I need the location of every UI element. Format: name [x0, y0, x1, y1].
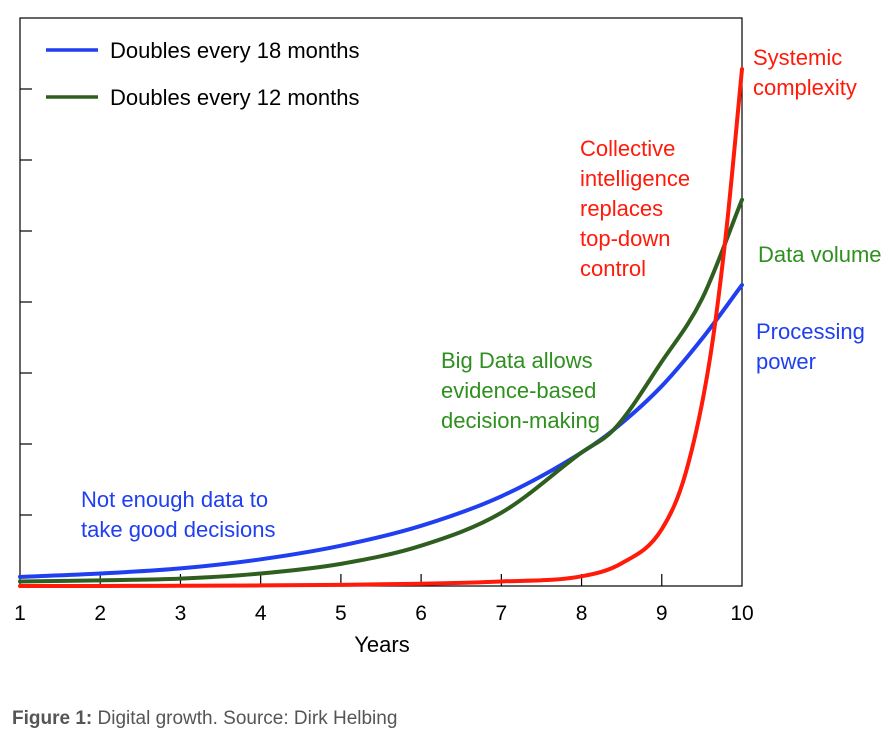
x-tick-label: 4 — [255, 602, 267, 625]
annotation-line: control — [580, 256, 646, 281]
annotation-line: evidence-based — [441, 378, 596, 403]
x-tick-label: 8 — [576, 602, 588, 625]
annotation-text: Data volume — [758, 242, 882, 267]
series-layer — [18, 67, 744, 589]
series-line-systemic-complexity — [18, 67, 744, 589]
x-axis-ticks: 1 2 3 4 5 6 7 8 9 10 — [14, 574, 754, 625]
annotation-line: complexity — [753, 75, 857, 100]
caption-text: Digital growth. Source: Dirk Helbing — [92, 708, 398, 729]
annotation-text: Big Data allows evidence-based decision-ma… — [441, 348, 600, 433]
annotation-line: power — [756, 349, 816, 374]
annotation-line: decision-making — [441, 408, 600, 433]
annotation-line: Big Data allows — [441, 348, 593, 373]
legend-label: Doubles every 18 months — [110, 38, 359, 63]
x-tick-label: 9 — [656, 602, 668, 625]
annotation-line: replaces — [580, 196, 663, 221]
annotation-line: Collective — [580, 136, 675, 161]
legend-label: Doubles every 12 months — [110, 85, 359, 110]
caption-label: Figure 1: — [12, 708, 93, 729]
annotation-line: intelligence — [580, 166, 690, 191]
annotation-text: Collective intelligence replaces top-down co… — [580, 136, 690, 281]
x-tick-label: 1 — [14, 602, 26, 625]
series-line-data-volume — [18, 197, 744, 584]
x-tick-label: 2 — [94, 602, 106, 625]
x-tick-label: 7 — [495, 602, 507, 625]
annotation-text: Systemic complexity — [753, 45, 857, 100]
x-tick-label: 10 — [730, 602, 753, 625]
annotation-line: Processing — [756, 319, 865, 344]
figure-caption: Figure 1: Digital growth. Source: Dirk H… — [12, 708, 397, 730]
annotation-line: top-down — [580, 226, 671, 251]
x-tick-label: 6 — [415, 602, 427, 625]
annotation-line: Not enough data to — [81, 487, 268, 512]
growth-chart: 1 2 3 4 5 6 7 8 9 10 Doubles every 18 monthsDoubl… — [14, 17, 882, 657]
annotation-text: Processing power — [756, 319, 865, 374]
annotation-line: take good decisions — [81, 517, 275, 542]
annotation-line: Data volume — [758, 242, 882, 267]
annotation-line: Systemic — [753, 45, 842, 70]
annotations: Systemic complexity Data volume Processing p… — [81, 45, 882, 542]
x-tick-label: 5 — [335, 602, 347, 625]
x-tick-label: 3 — [175, 602, 187, 625]
y-axis-ticks — [20, 88, 32, 516]
x-axis-label: Years — [354, 632, 409, 657]
annotation-text: Not enough data to take good decisions — [81, 487, 275, 542]
series-line-processing-power — [18, 282, 744, 579]
legend: Doubles every 18 months Doubles every 12 … — [46, 38, 359, 110]
